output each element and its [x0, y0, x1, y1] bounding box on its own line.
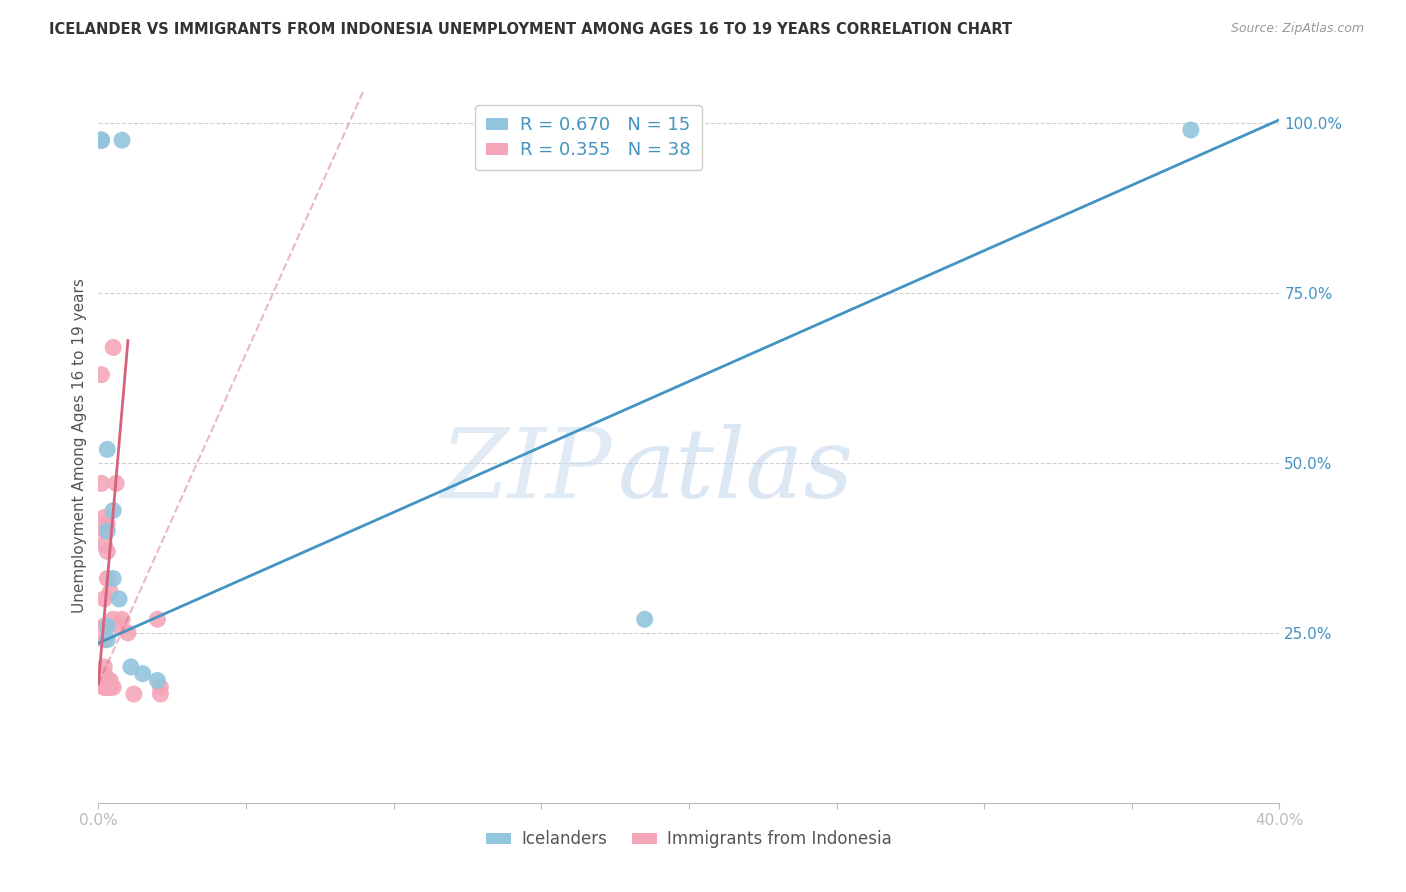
Point: [132, 666, 155, 681]
Point: [96, 442, 118, 457]
Point: [93, 632, 115, 647]
Point: [96, 572, 118, 586]
Point: [96, 680, 118, 694]
Point: [103, 612, 125, 626]
Point: [96, 544, 118, 558]
Point: [146, 673, 169, 688]
Point: [103, 680, 125, 694]
Point: [96, 619, 118, 633]
Point: [96, 517, 118, 532]
Point: [149, 680, 172, 694]
Point: [90, 133, 112, 147]
Point: [98, 585, 121, 599]
Legend: Icelanders, Immigrants from Indonesia: Icelanders, Immigrants from Indonesia: [479, 824, 898, 855]
Point: [103, 341, 125, 355]
Point: [90, 133, 112, 147]
Point: [111, 612, 134, 626]
Point: [93, 666, 115, 681]
Point: [90, 476, 112, 491]
Point: [105, 476, 128, 491]
Point: [103, 572, 125, 586]
Point: [117, 626, 139, 640]
Point: [149, 687, 172, 701]
Point: [98, 673, 121, 688]
Point: [93, 680, 115, 694]
Point: [93, 673, 115, 688]
Text: Source: ZipAtlas.com: Source: ZipAtlas.com: [1230, 22, 1364, 36]
Point: [122, 687, 145, 701]
Point: [96, 673, 118, 688]
Point: [103, 503, 125, 517]
Point: [111, 133, 134, 147]
Point: [90, 368, 112, 382]
Point: [93, 524, 115, 538]
Point: [90, 133, 112, 147]
Point: [93, 537, 115, 551]
Point: [108, 591, 131, 606]
Point: [146, 612, 169, 626]
Point: [93, 591, 115, 606]
Text: atlas: atlas: [619, 424, 855, 518]
Point: [90, 133, 112, 147]
Point: [96, 680, 118, 694]
Point: [93, 673, 115, 688]
Point: [98, 680, 121, 694]
Point: [90, 133, 112, 147]
Point: [93, 680, 115, 694]
Point: [1180, 123, 1202, 137]
Point: [108, 619, 131, 633]
Point: [634, 612, 657, 626]
Point: [96, 524, 118, 538]
Point: [96, 680, 118, 694]
Point: [93, 660, 115, 674]
Point: [93, 510, 115, 524]
Point: [96, 632, 118, 647]
Point: [93, 619, 115, 633]
Text: ICELANDER VS IMMIGRANTS FROM INDONESIA UNEMPLOYMENT AMONG AGES 16 TO 19 YEARS CO: ICELANDER VS IMMIGRANTS FROM INDONESIA U…: [49, 22, 1012, 37]
Point: [120, 660, 142, 674]
Y-axis label: Unemployment Among Ages 16 to 19 years: Unemployment Among Ages 16 to 19 years: [72, 278, 87, 614]
Text: ZIP: ZIP: [441, 424, 612, 518]
